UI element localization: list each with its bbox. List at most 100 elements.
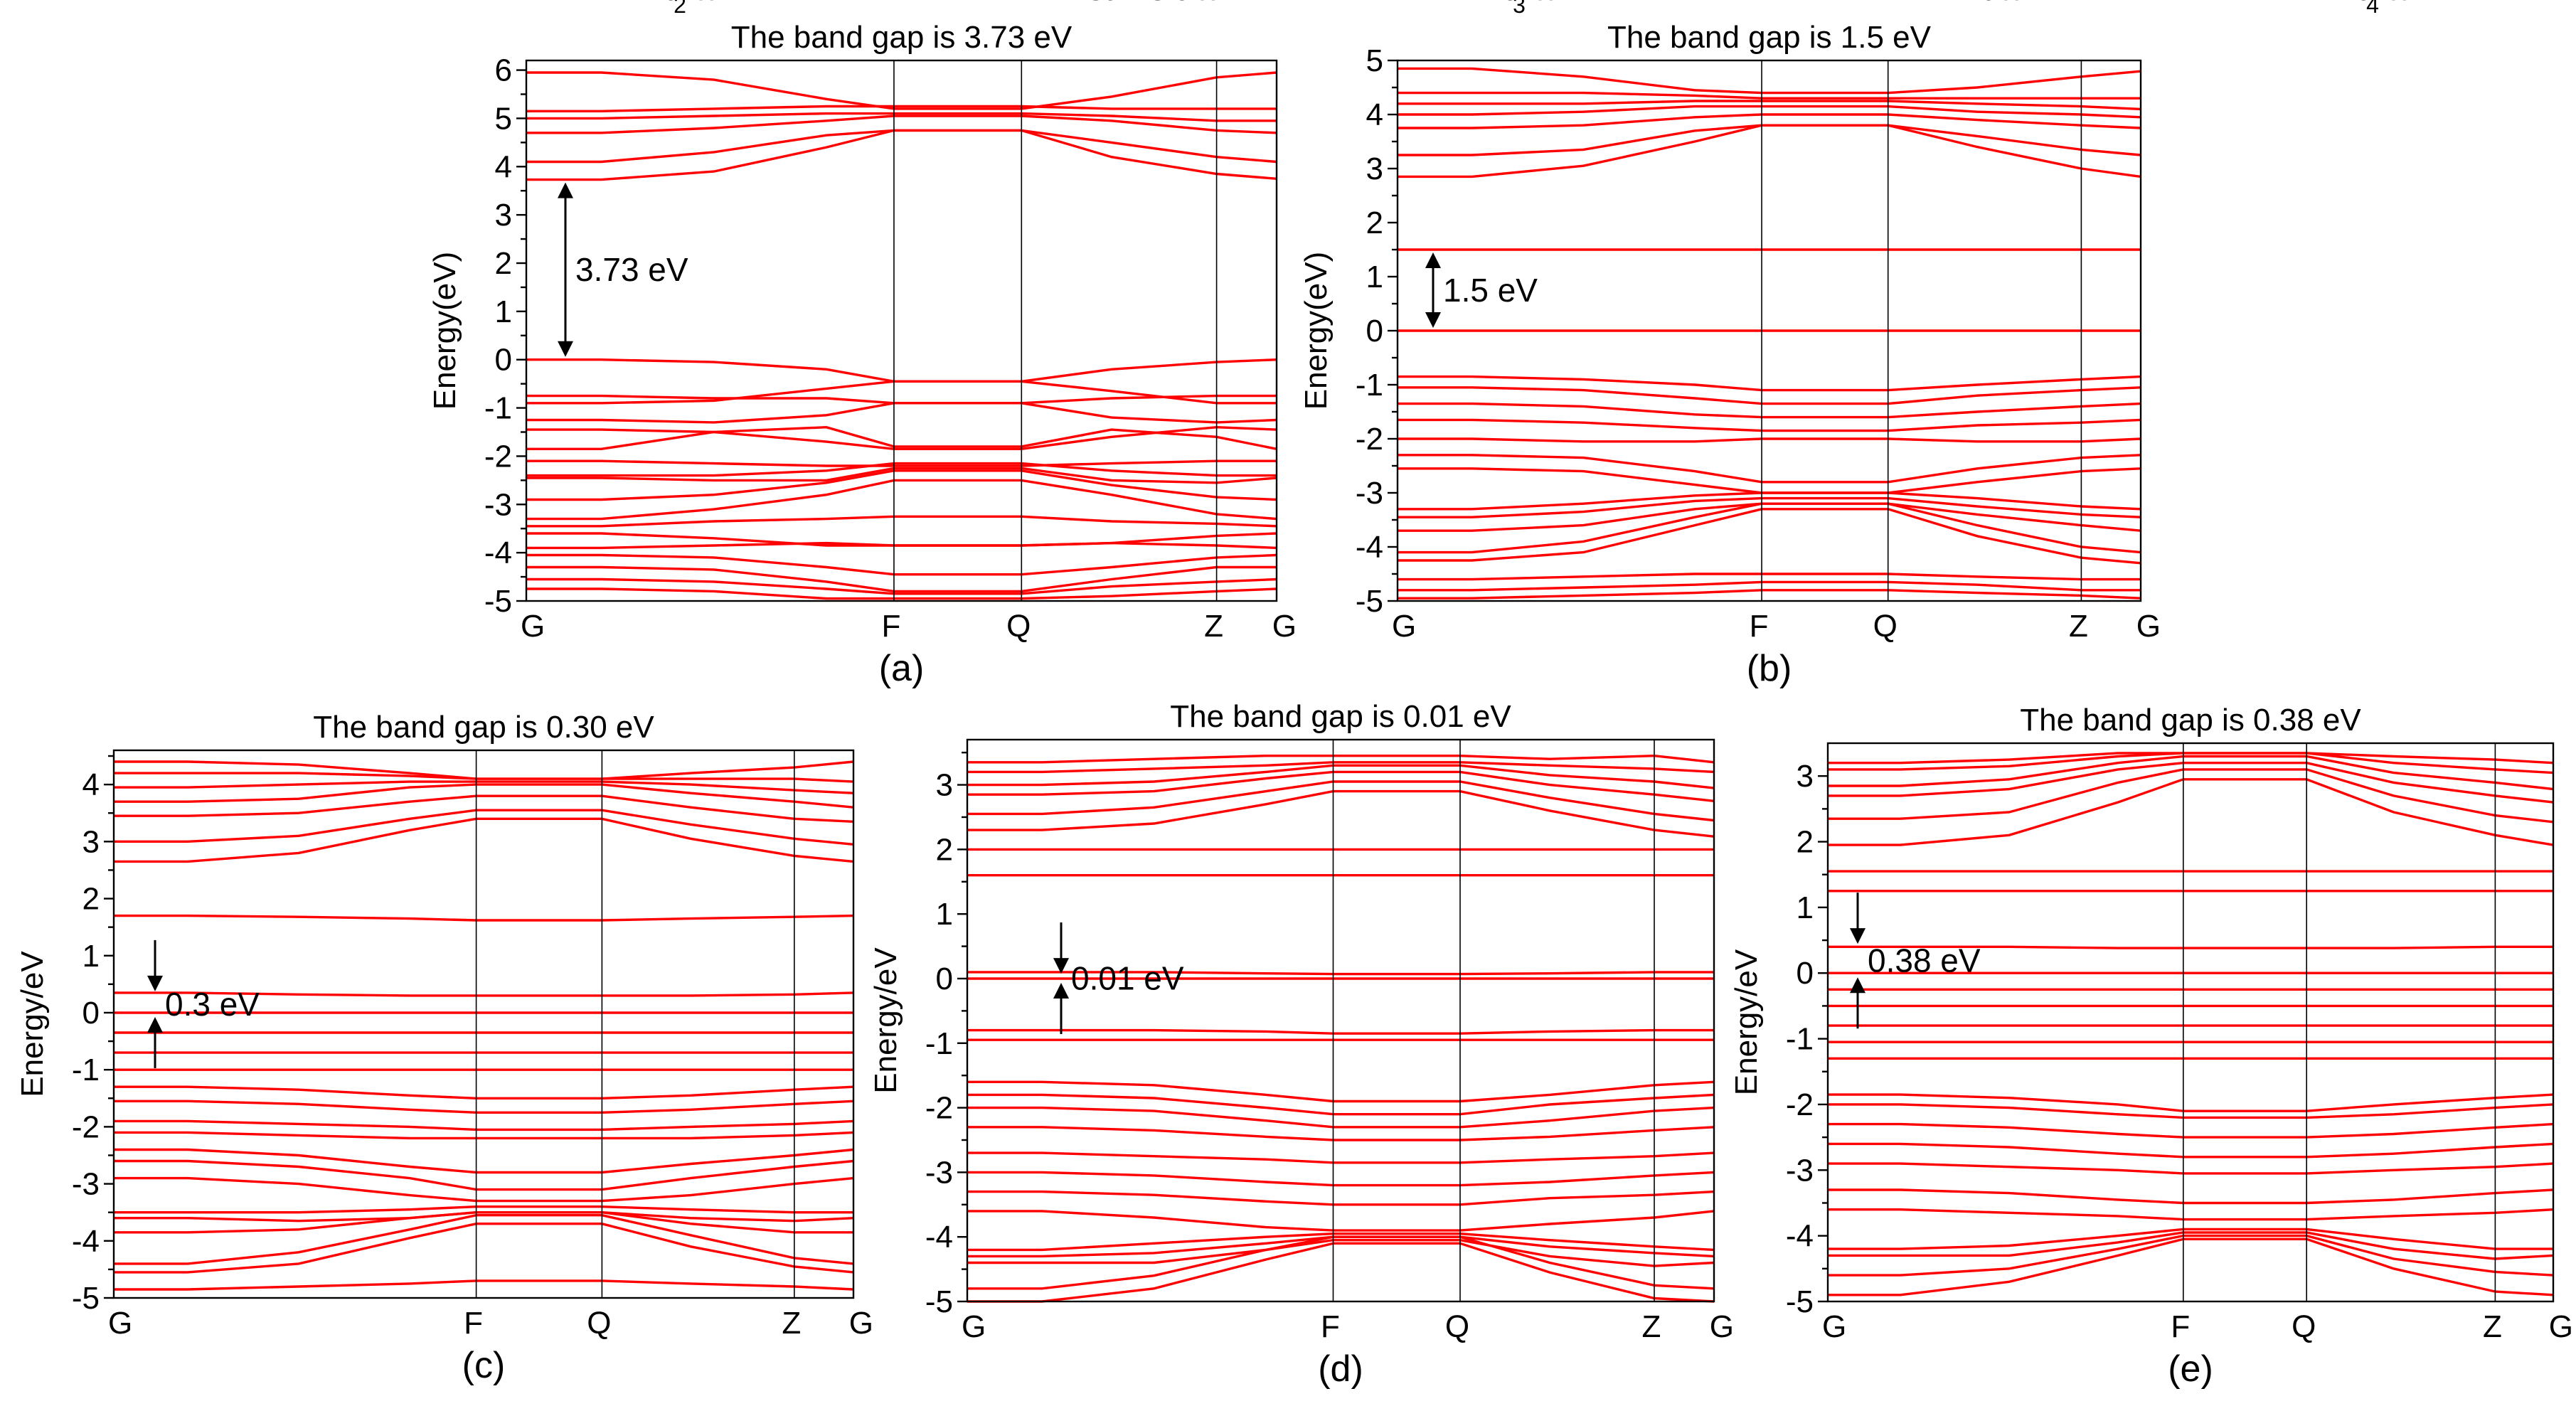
panel-e: The band gap is 0.38 eV -5 -4 -3 -2 -1 0 1 2 3 Ene… xyxy=(1729,0,2573,1390)
bands-e xyxy=(1828,752,2554,1296)
band-line-1 xyxy=(1398,67,2141,95)
band-line-22 xyxy=(1398,573,2141,581)
y-tick-label: -1 xyxy=(484,391,512,426)
x-kpoint-label: Q xyxy=(1445,1309,1469,1344)
y-tick-label: 0 xyxy=(1797,956,1814,991)
x-kpoint-label: Q xyxy=(1006,609,1031,644)
material-name: Pt-h-BN xyxy=(1960,0,2077,7)
gap-arrow-up-head xyxy=(1850,977,1866,994)
band-line-12 xyxy=(1398,402,2141,419)
gap-arrow-head-down xyxy=(558,341,573,357)
gap-annotation-text: 1.5 eV xyxy=(1443,272,1538,309)
band-line-1 xyxy=(1828,752,2554,765)
panels-group: The band gap is 3.73 eV -5 -4 -3 -2 -1 0 1 2 3 4 5 6… xyxy=(15,0,2573,1390)
band-line-14 xyxy=(967,1093,1715,1116)
band-line-3 xyxy=(526,112,1277,122)
band-line-7 xyxy=(526,358,1277,383)
gap-annotation: 0.01 eV xyxy=(1053,922,1184,1034)
plot-frame xyxy=(525,59,1278,602)
bands-d xyxy=(967,754,1715,1303)
y-tick-label: 3 xyxy=(83,824,100,859)
chart-title: The band gap is 0.30 eV xyxy=(313,710,654,745)
band-line-14 xyxy=(1398,437,2141,443)
material-label: Pt2-h-BN xyxy=(643,0,772,18)
band-line-16 xyxy=(967,1126,1715,1141)
y-tick-label: 5 xyxy=(1366,43,1383,78)
y-tick-label: -3 xyxy=(1786,1153,1814,1188)
chart-title: The band gap is 1.5 eV xyxy=(1607,20,1932,55)
chart-title: The band gap is 0.01 eV xyxy=(1170,699,1511,734)
y-tick-label: -2 xyxy=(484,439,512,474)
gap-annotation: 0.3 eV xyxy=(147,939,260,1068)
band-line-17 xyxy=(967,1151,1715,1164)
y-axis-label: Energy/eV xyxy=(15,951,50,1097)
panel-b: The band gap is 1.5 eV -5 -4 -3 -2 -1 0 1 2 3 4 5 En… xyxy=(1299,0,2161,689)
gap-annotation-text: 0.38 eV xyxy=(1868,942,1981,979)
band-line-6 xyxy=(1398,124,2141,156)
chart-title: The band gap is 3.73 eV xyxy=(731,20,1073,55)
y-tick-label: 0 xyxy=(495,343,512,378)
band-line-26 xyxy=(114,1279,854,1291)
y-tick-label: 0 xyxy=(936,962,953,996)
band-line-15 xyxy=(114,1099,854,1114)
band-line-6 xyxy=(967,789,1715,838)
y-tick-label: 5 xyxy=(495,101,512,136)
band-line-17 xyxy=(1398,491,2141,511)
panel-c: The band gap is 0.30 eV -5 -4 -3 -2 -1 0 1 2 3 4 En… xyxy=(15,0,873,1386)
x-kpoint-label: F xyxy=(1321,1309,1340,1344)
x-kpoint-label: G xyxy=(1822,1309,1846,1344)
material-subscript: 3 xyxy=(1513,0,1526,18)
y-tick-label: -4 xyxy=(484,536,512,570)
y-axis-label: Energy(eV) xyxy=(427,252,462,410)
y-tick-label: 4 xyxy=(1366,97,1383,132)
y-tick-label: -1 xyxy=(1356,368,1383,403)
band-line-19 xyxy=(1828,1142,2554,1159)
band-line-16 xyxy=(1828,1093,2554,1112)
material-name: Pt xyxy=(1482,0,1513,7)
bands-a xyxy=(526,71,1277,600)
x-kpoint-label: Z xyxy=(1642,1309,1661,1344)
band-line-13 xyxy=(1398,418,2141,432)
band-line-17 xyxy=(526,479,1277,521)
gap-annotation-text: 0.3 eV xyxy=(165,986,260,1023)
y-tick-label: 0 xyxy=(83,996,100,1031)
y-tick-label: 4 xyxy=(495,149,512,184)
y-tick-label: -4 xyxy=(1786,1219,1814,1254)
x-kpoint-label: G xyxy=(108,1306,132,1341)
band-line-19 xyxy=(114,1159,854,1191)
band-line-21 xyxy=(1828,1188,2554,1205)
plot-frame xyxy=(112,749,855,1299)
band-line-25 xyxy=(967,1242,1715,1303)
y-tick-label: 2 xyxy=(495,246,512,281)
y-axis-label: Energy/eV xyxy=(1729,949,1764,1095)
chart-title: The band gap is 0.38 eV xyxy=(2020,703,2361,738)
gap-arrow-up-head xyxy=(1053,982,1069,999)
band-line-3 xyxy=(967,764,1715,789)
y-tick-label: -5 xyxy=(925,1284,953,1319)
x-kpoint-label: Z xyxy=(1204,609,1223,644)
bands-c xyxy=(114,760,854,1291)
y-tick-label: -5 xyxy=(484,584,512,619)
band-line-18 xyxy=(1828,1122,2554,1139)
material-label: Pt4-h-BN xyxy=(2336,0,2464,18)
y-tick-label: 2 xyxy=(936,832,953,867)
material-suffix: -h-BN xyxy=(686,0,772,7)
y-tick-label: -1 xyxy=(925,1026,953,1061)
material-suffix: -h-BN xyxy=(1526,0,1611,7)
x-kpoint-label: G xyxy=(521,609,545,644)
material-label: Pt3-h-BN xyxy=(1482,0,1611,18)
y-tick-label: 2 xyxy=(1366,206,1383,240)
band-line-2 xyxy=(967,761,1715,774)
material-label: Pt-h-BN xyxy=(1960,0,2077,7)
y-tick-label: -4 xyxy=(72,1224,100,1259)
plot-frame xyxy=(966,738,1715,1303)
y-tick-label: -5 xyxy=(72,1281,100,1316)
x-kpoint-label: G xyxy=(1710,1309,1734,1344)
band-line-16 xyxy=(114,1119,854,1132)
band-line-22 xyxy=(1828,1208,2554,1221)
material-name: Pt xyxy=(2336,0,2367,7)
band-line-8 xyxy=(114,914,854,922)
y-tick-label: 1 xyxy=(1797,890,1814,925)
y-tick-label: -3 xyxy=(72,1167,100,1202)
